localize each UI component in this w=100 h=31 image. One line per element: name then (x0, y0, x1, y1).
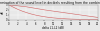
Y-axis label: dB: dB (1, 11, 5, 14)
X-axis label: delta L1-L2 (dB): delta L1-L2 (dB) (42, 26, 64, 30)
Title: Figure 1 - Determination of the sound level in decibels resulting from the combi: Figure 1 - Determination of the sound le… (0, 1, 100, 5)
